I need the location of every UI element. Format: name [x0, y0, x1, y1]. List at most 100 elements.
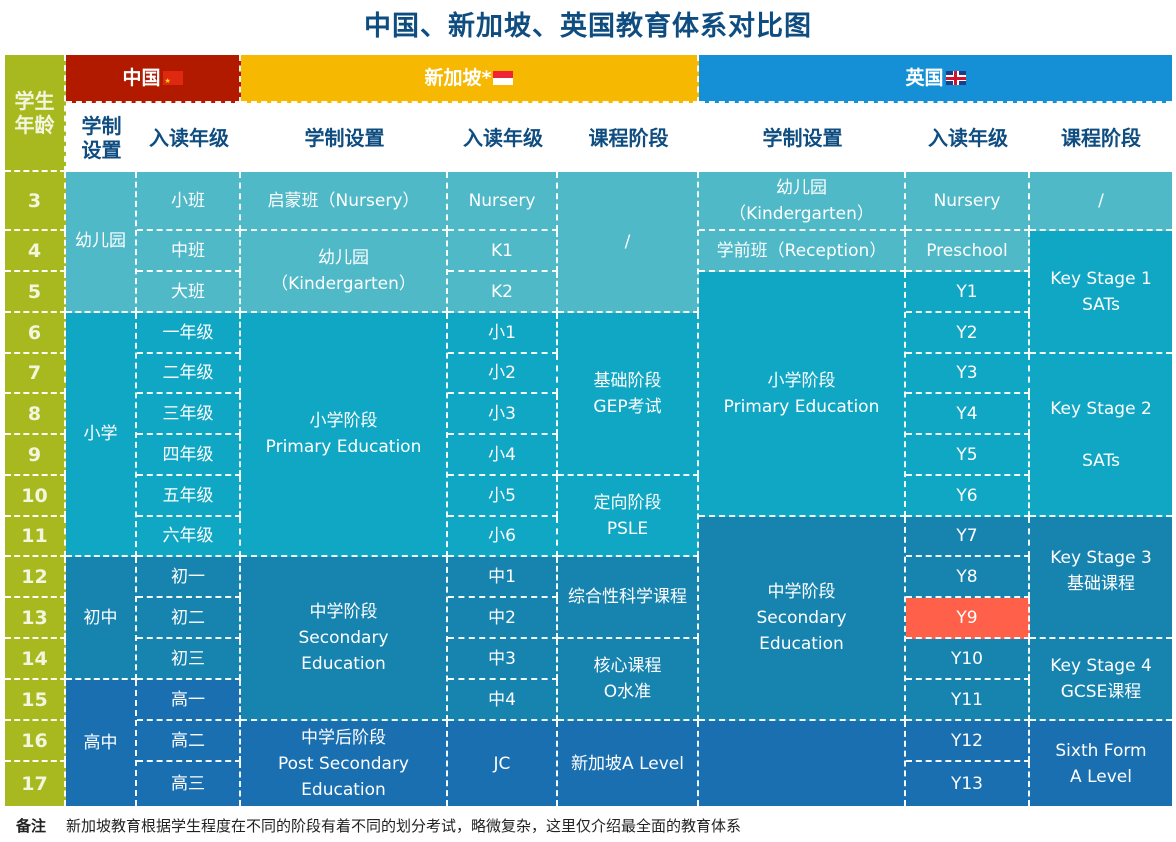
sg-grade: 中3 — [448, 639, 558, 680]
uk-grade: Y2 — [906, 313, 1030, 354]
uk-stage-ks3: Key Stage 3 基础课程 — [1030, 517, 1172, 639]
uk-grade: Y1 — [906, 272, 1030, 313]
cn-grade: 五年级 — [137, 476, 241, 517]
uk-header-label: 英国 — [905, 67, 944, 89]
sg-grade: 小5 — [448, 476, 558, 517]
cn-grade: 中班 — [137, 231, 241, 272]
age-cell: 8 — [5, 394, 66, 435]
age-cell: 11 — [5, 517, 66, 557]
uk-grade: Y6 — [906, 476, 1030, 517]
china-header: 中国 — [66, 55, 241, 103]
cn-grade: 一年级 — [137, 313, 241, 354]
page-title: 中国、新加坡、英国教育体系对比图 — [364, 11, 812, 42]
uk-grade: Y13 — [906, 762, 1030, 806]
uk-stage-sixth-form: Sixth Form A Level — [1030, 721, 1172, 806]
sg-system-primary: 小学阶段 Primary Education — [241, 313, 448, 557]
uk-grade: Y3 — [906, 354, 1030, 394]
uk-system-primary: 小学阶段 Primary Education — [699, 272, 906, 517]
cn-grade: 三年级 — [137, 394, 241, 435]
uk-system-reception: 学前班（Reception） — [699, 231, 906, 272]
footnote-text: 新加坡教育根据学生程度在不同的阶段有着不同的划分考试，略微复杂，这里仅介绍最全面… — [66, 817, 742, 835]
uk-grade: Y11 — [906, 680, 1030, 721]
uk-grade: Y5 — [906, 435, 1030, 476]
sg-grade: Nursery — [448, 172, 558, 231]
age-cell: 4 — [5, 231, 66, 272]
uk-system-secondary: 中学阶段 Secondary Education — [699, 517, 906, 721]
age-cell: 6 — [5, 313, 66, 354]
singapore-header: 新加坡* — [241, 55, 699, 103]
cn-grade: 高三 — [137, 762, 241, 806]
uk-flag-icon — [945, 71, 966, 85]
header-sg-stage: 课程阶段 — [558, 103, 699, 172]
header-uk-system: 学制设置 — [699, 103, 906, 172]
uk-header: 英国 — [699, 55, 1172, 103]
header-cn-system: 学制设置 — [66, 103, 137, 172]
age-header-label: 学生年龄 — [14, 88, 55, 137]
sg-system-kindergarten: 幼儿园 （Kindergarten） — [241, 231, 448, 313]
age-cell: 15 — [5, 680, 66, 721]
sg-grade: 中1 — [448, 557, 558, 598]
sg-system-secondary: 中学阶段 Secondary Education — [241, 557, 448, 721]
age-cell: 9 — [5, 435, 66, 476]
uk-stage-ks2: Key Stage 2 SATs — [1030, 354, 1172, 517]
sg-grade: 小3 — [448, 394, 558, 435]
china-flag-icon — [162, 68, 183, 94]
sg-grade: K2 — [448, 272, 558, 313]
age-cell: 7 — [5, 354, 66, 394]
cn-system-junior-high: 初中 — [66, 557, 137, 680]
uk-grade-highlighted: Y9 — [906, 598, 1030, 639]
sg-grade: JC — [448, 721, 558, 806]
uk-grade: Y12 — [906, 721, 1030, 762]
cn-grade: 小班 — [137, 172, 241, 231]
age-cell: 17 — [5, 762, 66, 806]
cn-grade: 四年级 — [137, 435, 241, 476]
sg-system-nursery: 启蒙班（Nursery） — [241, 172, 448, 231]
uk-system-sixth-form-blank — [699, 721, 906, 806]
uk-grade: Y7 — [906, 517, 1030, 557]
sg-grade: K1 — [448, 231, 558, 272]
sg-grade: 小1 — [448, 313, 558, 354]
uk-stage-none: / — [1030, 172, 1172, 231]
footnote: 备注 新加坡教育根据学生程度在不同的阶段有着不同的划分考试，略微复杂，这里仅介绍最… — [16, 815, 741, 836]
sg-stage-integrated-science: 综合性科学课程 — [558, 557, 699, 639]
cn-grade: 六年级 — [137, 517, 241, 557]
header-uk-stage: 课程阶段 — [1030, 103, 1172, 172]
age-cell: 16 — [5, 721, 66, 762]
cn-grade: 大班 — [137, 272, 241, 313]
uk-stage-ks4: Key Stage 4 GCSE课程 — [1030, 639, 1172, 721]
uk-grade: Y8 — [906, 557, 1030, 598]
header-sg-grade: 入读年级 — [448, 103, 558, 172]
cn-system-primary: 小学 — [66, 313, 137, 557]
uk-grade: Y10 — [906, 639, 1030, 680]
uk-system-kindergarten: 幼儿园 （Kindergarten） — [699, 172, 906, 231]
sg-stage-orientation: 定向阶段 PSLE — [558, 476, 699, 557]
sg-grade: 小4 — [448, 435, 558, 476]
header-uk-grade: 入读年级 — [906, 103, 1030, 172]
sg-grade: 中4 — [448, 680, 558, 721]
sg-stage-foundation: 基础阶段 GEP考试 — [558, 313, 699, 476]
age-cell: 3 — [5, 172, 66, 231]
age-cell: 14 — [5, 639, 66, 680]
china-header-label: 中国 — [122, 67, 161, 89]
age-cell: 12 — [5, 557, 66, 598]
sg-stage-a-level: 新加坡A Level — [558, 721, 699, 806]
sg-stage-none: / — [558, 172, 699, 313]
age-cell: 10 — [5, 476, 66, 517]
age-cell: 13 — [5, 598, 66, 639]
cn-grade: 二年级 — [137, 354, 241, 394]
cn-grade: 初三 — [137, 639, 241, 680]
uk-grade: Y4 — [906, 394, 1030, 435]
cn-system-kindergarten: 幼儿园 — [66, 172, 137, 313]
cn-grade: 高一 — [137, 680, 241, 721]
cn-grade: 高二 — [137, 721, 241, 762]
singapore-header-label: 新加坡* — [424, 67, 492, 89]
uk-grade: Nursery — [906, 172, 1030, 231]
sg-grade: 中2 — [448, 598, 558, 639]
sg-grade: 小6 — [448, 517, 558, 557]
uk-stage-ks1: Key Stage 1 SATs — [1030, 231, 1172, 354]
uk-grade: Preschool — [906, 231, 1030, 272]
header-sg-system: 学制设置 — [241, 103, 448, 172]
footnote-label: 备注 — [16, 817, 47, 835]
sg-system-post-secondary: 中学后阶段 Post Secondary Education — [241, 721, 448, 806]
sg-grade: 小2 — [448, 354, 558, 394]
